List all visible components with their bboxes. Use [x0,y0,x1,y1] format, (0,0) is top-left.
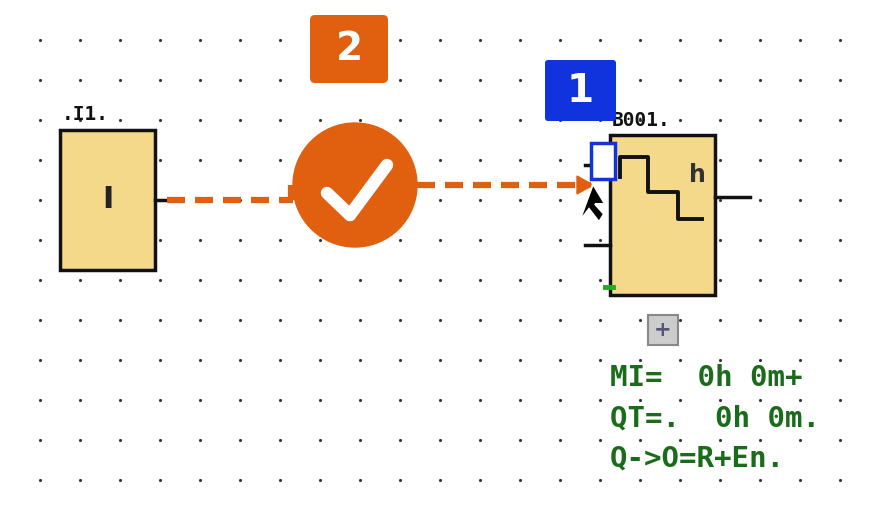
Bar [60,130,155,270]
FancyBboxPatch shape [545,60,616,121]
Text: MI=  0h 0m+: MI= 0h 0m+ [610,364,803,392]
Text: I: I [102,186,114,214]
Text: 2: 2 [335,30,363,68]
Circle shape [293,123,417,247]
Text: QT=.  0h 0m.: QT=. 0h 0m. [610,404,820,432]
Text: 1: 1 [567,71,594,110]
Text: +: + [654,320,671,340]
Polygon shape [577,176,593,194]
Bar [648,315,678,345]
Text: B001.: B001. [612,110,671,129]
FancyBboxPatch shape [310,15,388,83]
Bar [591,143,615,179]
Bar [610,135,715,295]
Text: h: h [688,163,706,187]
Polygon shape [579,184,605,222]
Text: Q->O=R+En.: Q->O=R+En. [610,444,785,472]
Text: .I1.: .I1. [62,106,109,124]
